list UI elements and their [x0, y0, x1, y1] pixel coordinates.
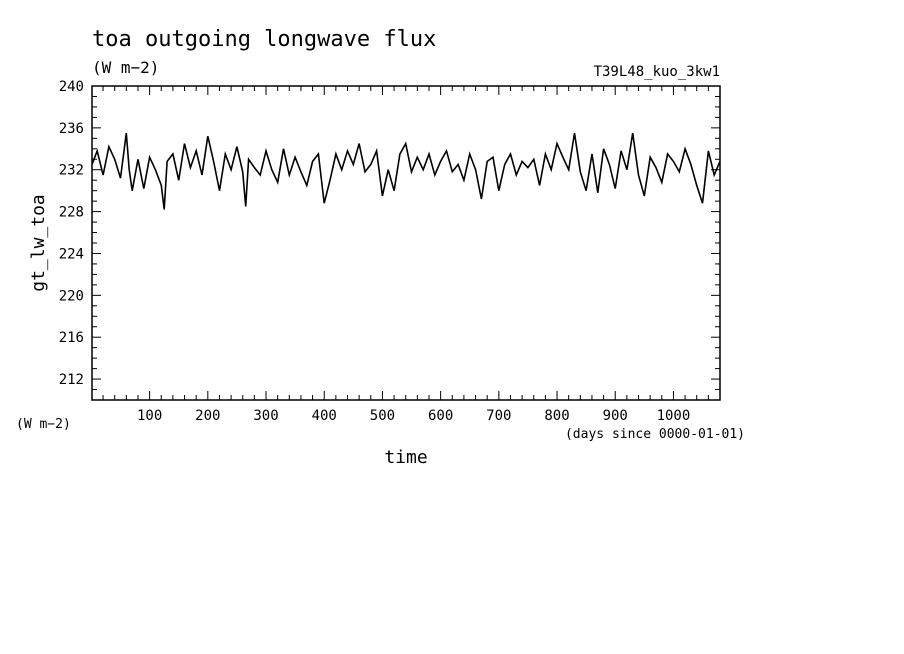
run-label: T39L48_kuo_3kw1: [594, 64, 720, 80]
y-axis: 212 216 220 224 228 232 236 240: [59, 79, 720, 391]
x-tick-label: 500: [370, 408, 395, 424]
x-tick-label: 900: [603, 408, 628, 424]
chart-title: toa outgoing longwave flux: [92, 27, 436, 52]
x-tick-label: 400: [312, 408, 337, 424]
y-tick-label: 224: [59, 246, 84, 262]
y-tick-label: 220: [59, 288, 84, 304]
plot-frame: [91, 85, 721, 401]
y-tick-label: 212: [59, 372, 84, 388]
x-tick-label: 700: [486, 408, 511, 424]
x-tick-label: 1000: [657, 408, 691, 424]
x-axis-unit: (days since 0000-01-01): [565, 427, 745, 442]
chart-subtitle: (W m−2): [92, 58, 159, 77]
x-axis: 100 200 300 400 500 600 700 800 900 1000: [102, 86, 709, 424]
y-tick-label: 232: [59, 163, 84, 179]
y-tick-label: 216: [59, 330, 84, 346]
y-axis-unit: (W m−2): [16, 417, 71, 432]
y-tick-label: 228: [59, 205, 84, 221]
x-tick-label: 200: [195, 408, 220, 424]
y-axis-label: gt_lw_toa: [28, 194, 49, 292]
y-tick-label: 240: [59, 79, 84, 95]
x-tick-label: 600: [428, 408, 453, 424]
series-line: [91, 132, 721, 210]
x-tick-label: 800: [544, 408, 569, 424]
x-tick-label: 300: [253, 408, 278, 424]
x-tick-label: 100: [137, 408, 162, 424]
y-tick-label: 236: [59, 121, 84, 137]
x-axis-label: time: [384, 447, 427, 468]
